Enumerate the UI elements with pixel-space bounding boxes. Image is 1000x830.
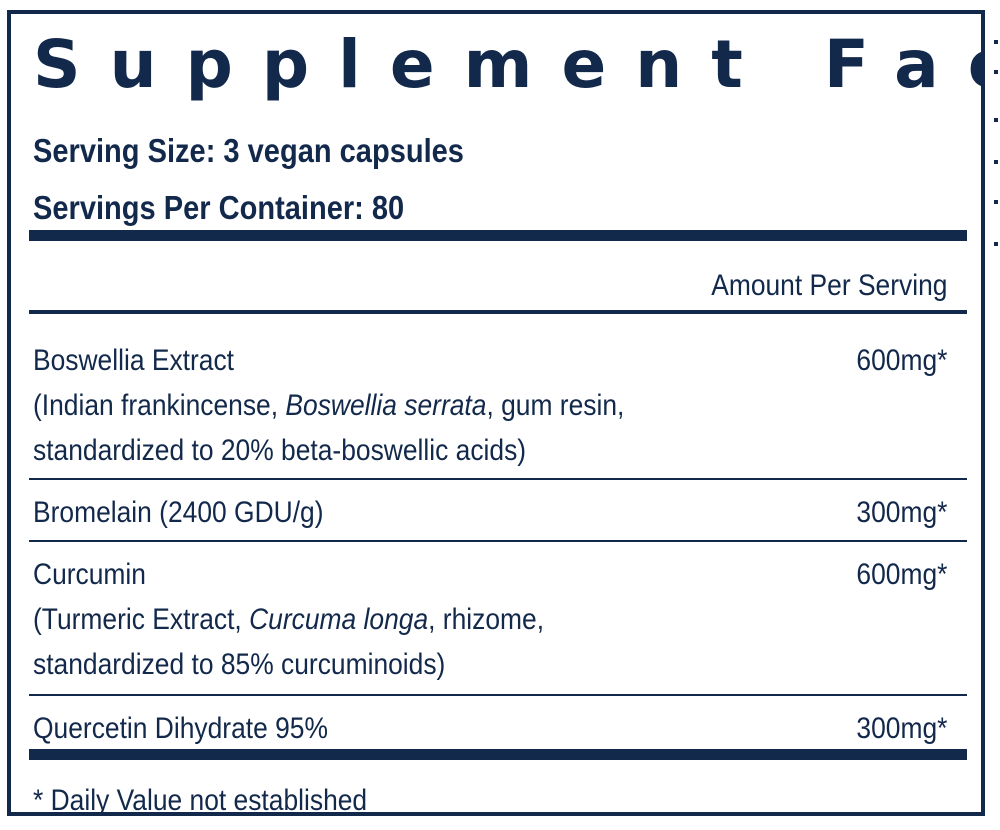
panel-title: Supplement Facts xyxy=(33,26,981,103)
ingredient-botanical-name: Curcuma longa xyxy=(249,603,429,636)
ingredient-name: Boswellia Extract xyxy=(33,344,235,377)
edge-mark xyxy=(994,200,998,204)
edge-mark xyxy=(994,70,998,74)
ingredient-detail: (Turmeric Extract, Curcuma longa, rhizom… xyxy=(33,605,544,635)
supplement-facts-panel: Supplement Facts Serving Size: 3 vegan c… xyxy=(7,10,985,816)
serving-size: Serving Size: 3 vegan capsules xyxy=(33,132,464,169)
footer-thick-rule xyxy=(29,749,967,760)
ingredient-amount: 600mg* xyxy=(856,558,947,591)
daily-value-footnote: * Daily Value not established xyxy=(33,784,368,816)
header-bottom-rule xyxy=(29,310,967,314)
edge-mark xyxy=(994,242,998,246)
edge-mark xyxy=(994,160,998,164)
row-divider xyxy=(29,694,967,696)
servings-per-container: Servings Per Container: 80 xyxy=(33,189,405,226)
ingredient-amount: 300mg* xyxy=(856,712,947,745)
edge-mark xyxy=(994,118,998,122)
ingredient-botanical-name: Boswellia serrata xyxy=(285,389,487,422)
ingredient-detail: (Indian frankincense, Boswellia serrata,… xyxy=(33,391,624,421)
ingredient-detail-suffix: , gum resin, xyxy=(486,389,625,422)
amount-per-serving-header: Amount Per Serving xyxy=(710,269,947,302)
ingredient-name: Quercetin Dihydrate 95% xyxy=(33,712,328,745)
ingredient-name: Curcumin xyxy=(33,558,146,591)
ingredient-amount: 300mg* xyxy=(856,496,947,529)
header-thick-rule xyxy=(29,230,967,241)
ingredient-amount: 600mg* xyxy=(856,344,947,377)
ingredient-standardization: standardized to 85% curcuminoids) xyxy=(33,648,446,681)
edge-mark xyxy=(994,40,998,44)
ingredient-standardization: standardized to 20% beta-boswellic acids… xyxy=(33,434,527,467)
ingredient-name: Bromelain (2400 GDU/g) xyxy=(33,496,324,529)
ingredient-detail-suffix: , rhizome, xyxy=(428,603,545,636)
row-divider xyxy=(29,540,967,542)
ingredient-detail-prefix: (Indian frankincense, xyxy=(33,389,286,422)
row-divider xyxy=(29,478,967,480)
ingredient-detail-prefix: (Turmeric Extract, xyxy=(33,603,250,636)
